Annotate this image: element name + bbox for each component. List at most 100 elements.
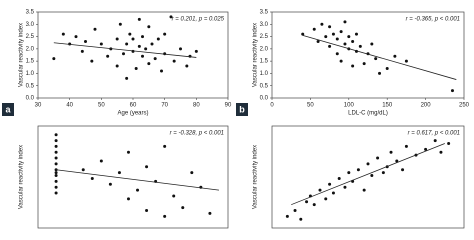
point [194, 49, 198, 53]
point [52, 57, 56, 61]
point [356, 168, 360, 172]
point [335, 52, 339, 56]
y-tick-label: 3.5 [26, 10, 35, 16]
trend-line [291, 143, 445, 206]
point [115, 64, 119, 68]
y-tick-label: 0.5 [26, 83, 35, 89]
plot-frame [37, 125, 229, 229]
point [354, 32, 358, 36]
annotation: r = 0.617, p < 0.001 [408, 131, 460, 137]
point [331, 32, 335, 36]
point [163, 32, 167, 36]
x-tick-label: 200 [421, 103, 432, 109]
point [320, 22, 324, 26]
point [141, 54, 144, 58]
point [153, 57, 157, 61]
point [385, 67, 389, 71]
point [374, 57, 378, 61]
point [389, 150, 393, 154]
y-axis-label: Vascular reactivity index [253, 23, 259, 87]
point [54, 171, 58, 175]
point [169, 15, 173, 19]
point [74, 35, 78, 39]
panel-label-box [2, 103, 14, 116]
point [401, 168, 405, 172]
point [358, 44, 362, 48]
plot-frame [271, 125, 465, 229]
point [190, 171, 194, 175]
point [450, 89, 454, 93]
y-tick-label: 3.0 [260, 22, 269, 28]
point [99, 159, 103, 163]
point [54, 191, 58, 195]
plot-frame [37, 11, 229, 99]
y-tick-label: 2.0 [26, 46, 35, 52]
point [147, 62, 151, 66]
point [351, 39, 355, 43]
trend-line [56, 169, 220, 191]
point [90, 59, 94, 63]
point [134, 67, 138, 71]
point [370, 174, 374, 178]
x-tick-label: 60 [130, 103, 137, 109]
point [433, 139, 437, 143]
point [447, 141, 451, 145]
point [54, 144, 58, 148]
x-tick-label: 100 [344, 103, 355, 109]
point [362, 62, 366, 66]
y-tick-label: 3.5 [260, 10, 269, 16]
point [404, 59, 408, 63]
point [331, 191, 335, 195]
point [343, 185, 347, 189]
point [163, 144, 167, 148]
panel-label: a [5, 104, 11, 114]
point [54, 139, 58, 143]
point [312, 203, 316, 207]
point [378, 71, 382, 75]
point [137, 17, 141, 21]
point [185, 64, 189, 68]
trend-line [302, 34, 457, 80]
y-tick-label: 0.5 [260, 83, 269, 89]
point [305, 200, 309, 204]
point [54, 150, 58, 154]
point [172, 59, 176, 63]
x-tick-label: 150 [382, 103, 393, 109]
point [324, 35, 328, 39]
point [125, 76, 129, 80]
x-tick-label: 30 [35, 103, 42, 109]
point [90, 176, 94, 180]
point [316, 39, 320, 43]
point [99, 42, 103, 46]
point [54, 179, 58, 183]
x-tick-label: 50 [98, 103, 105, 109]
y-tick-label: 1.0 [260, 71, 269, 77]
point [181, 206, 185, 210]
x-tick-label: 250 [459, 103, 470, 109]
point [54, 185, 58, 189]
x-tick-label: 70 [161, 103, 168, 109]
point [61, 32, 65, 36]
point [141, 35, 144, 39]
y-axis-label: Vascular reactivity index [253, 145, 259, 209]
annotation: r = 0.201, p = 0.025 [172, 17, 225, 23]
point [156, 37, 160, 41]
y-tick-label: 0.0 [26, 96, 35, 102]
y-tick-label: 2.5 [26, 34, 35, 40]
point [54, 133, 58, 137]
point [301, 32, 305, 36]
point [84, 39, 87, 43]
x-tick-label: 0 [270, 103, 274, 109]
point [439, 150, 443, 154]
annotation: r = -0.328, p < 0.001 [170, 131, 224, 137]
y-axis-label: Vascular reactivity index [19, 23, 25, 87]
point [404, 144, 408, 148]
y-tick-label: 0.0 [260, 96, 269, 102]
y-tick-label: 1.0 [26, 71, 35, 77]
point [339, 59, 343, 63]
point [293, 209, 297, 213]
y-axis-label: Vascular reactivity index [19, 145, 25, 209]
y-tick-label: 1.5 [26, 59, 35, 65]
x-tick-label: 80 [193, 103, 200, 109]
point [106, 54, 110, 58]
